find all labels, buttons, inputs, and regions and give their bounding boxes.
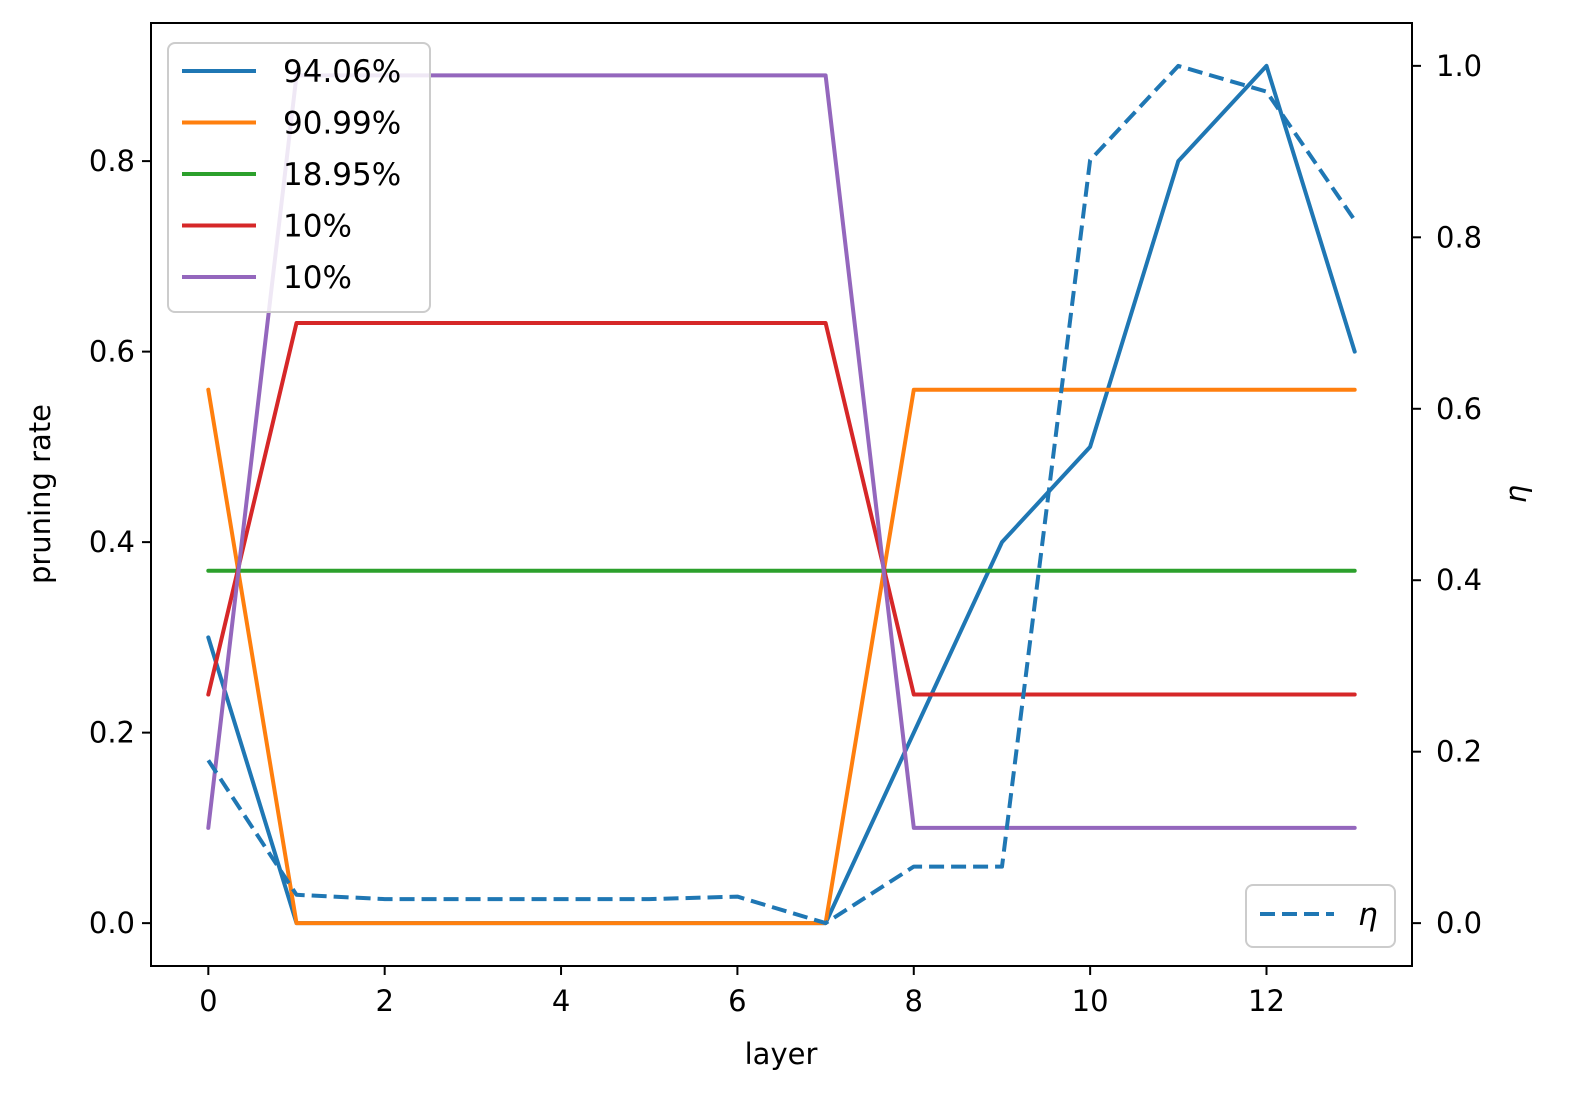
legend-label: 10% bbox=[283, 260, 352, 296]
x-axis-label: layer bbox=[745, 1037, 818, 1071]
legend-main: 94.06% 90.99% 18.95% 10% 10% bbox=[167, 42, 431, 313]
legend-label: 18.95% bbox=[283, 157, 401, 193]
y-tick-label: 0.6 bbox=[89, 335, 135, 369]
legend-label: 90.99% bbox=[283, 106, 401, 142]
y-axis-label: pruning rate bbox=[23, 404, 57, 584]
y2-tick-label: 1.0 bbox=[1436, 49, 1482, 83]
x-tick-label: 6 bbox=[728, 984, 746, 1018]
y2-tick-label: 0.0 bbox=[1436, 906, 1482, 940]
series-layer bbox=[206, 63, 1357, 926]
y-tick-label: 0.0 bbox=[89, 906, 135, 940]
series-line-1 bbox=[206, 387, 1357, 926]
y-tick-label: 0.2 bbox=[89, 716, 135, 750]
series-line-3 bbox=[206, 321, 1357, 697]
y-tick-label: 0.4 bbox=[89, 525, 135, 559]
y2-tick-label: 0.4 bbox=[1436, 563, 1482, 597]
y2-tick-label: 0.6 bbox=[1436, 392, 1482, 426]
legend-main-frame bbox=[167, 42, 431, 313]
x-tick-label: 2 bbox=[375, 984, 393, 1018]
y-tick-label: 0.8 bbox=[89, 144, 135, 178]
y-axis-ticks: 0.0 0.2 0.4 0.6 0.8 bbox=[89, 144, 151, 940]
x-tick-label: 0 bbox=[199, 984, 217, 1018]
y2-tick-label: 0.2 bbox=[1436, 735, 1482, 769]
legend-label: 10% bbox=[283, 209, 352, 245]
legend-label: η bbox=[1358, 897, 1378, 933]
plot-frame bbox=[150, 22, 1413, 967]
x-axis-ticks: 0 2 4 6 8 10 12 bbox=[199, 966, 1285, 1018]
y2-tick-label: 0.8 bbox=[1436, 220, 1482, 254]
x-tick-label: 10 bbox=[1072, 984, 1109, 1018]
legend-label: 94.06% bbox=[283, 54, 401, 90]
legend-eta-frame bbox=[1245, 884, 1396, 948]
y2-axis-ticks: 0.0 0.2 0.4 0.6 0.8 1.0 bbox=[1412, 49, 1482, 940]
x-tick-label: 4 bbox=[552, 984, 570, 1018]
x-tick-label: 12 bbox=[1248, 984, 1285, 1018]
x-tick-label: 8 bbox=[905, 984, 923, 1018]
series-line-5 bbox=[206, 63, 1357, 926]
y2-axis-label: η bbox=[1499, 485, 1533, 503]
legend-eta: η bbox=[1245, 884, 1396, 948]
